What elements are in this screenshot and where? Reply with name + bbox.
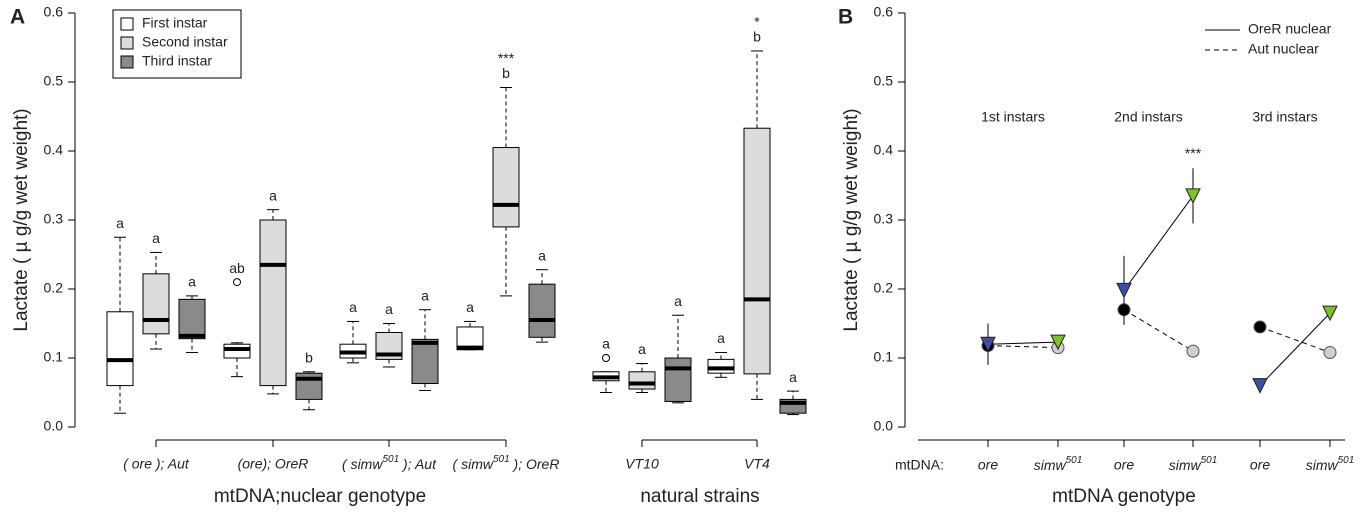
y-tick-label: 0.6 [44,4,64,20]
box [743,127,771,375]
y-tick-label: 0.4 [874,142,894,158]
significance-stars: *** [498,50,515,66]
box [223,343,251,359]
marker [1050,334,1066,351]
series-line [1123,309,1194,352]
significance-letter: a [188,274,196,290]
x-tick-label: simw501 [1034,455,1083,473]
panel-label: A [10,6,25,29]
box [664,357,692,402]
x-tick-label: ore [978,457,998,473]
significance-letter: a [152,230,160,246]
group-label: 2nd instars [1114,109,1182,125]
series-line [987,345,1059,349]
y-tick-label: 0.2 [44,280,64,296]
x-axis-label: mtDNA genotype [1052,486,1196,507]
x-axis-label: natural strains [640,486,759,507]
significance-letter: a [538,247,546,263]
marker [1116,282,1132,299]
box [178,298,206,340]
box [411,338,439,385]
outlier [233,278,241,287]
significance-letter: a [789,369,797,385]
significance-letter: a [269,187,277,203]
y-tick-label: 0.0 [44,418,64,434]
y-axis-label: Lactate ( µ g/g wet weight) [841,108,862,331]
significance-letter: b [305,350,313,366]
significance-letter: a [421,287,429,303]
box [142,273,170,335]
outlier [602,354,610,362]
significance-letter: a [116,215,124,231]
x-tick-label: simw501 [1169,455,1218,473]
significance-letter: ab [229,260,245,276]
y-tick-label: 0.0 [874,418,894,434]
legend-swatch [120,55,134,69]
x-tick-label: ( simw501 ); Aut [342,454,437,472]
y-tick-label: 0.6 [874,4,894,20]
y-tick-label: 0.1 [874,349,894,365]
series-line [1259,312,1331,386]
significance-letter: b [753,29,761,45]
y-tick-label: 0.5 [874,73,894,89]
significance-letter: a [717,330,725,346]
x-tick-label: VT4 [744,456,770,472]
box [259,219,287,387]
significance-letter: b [502,65,510,81]
marker [1322,305,1338,322]
group-label: 1st instars [981,109,1045,125]
significance-stars: * [754,14,760,30]
x-axis-label: mtDNA;nuclear genotype [214,486,426,507]
y-tick-label: 0.1 [44,349,64,365]
significance-letter: a [385,301,393,317]
x-tick-label: VT10 [625,456,659,472]
significance-letter: a [466,299,474,315]
panel-label: B [838,6,853,29]
group-label: 3rd instars [1252,109,1317,125]
marker [1323,345,1337,359]
marker [1185,188,1201,204]
legend-label: Third instar [142,53,212,69]
y-tick-label: 0.2 [874,280,894,296]
x-prefix: mtDNA: [895,457,944,473]
marker [1186,344,1200,358]
box [707,358,735,374]
series-line [1123,195,1194,291]
legend-label: Second instar [142,34,228,50]
legend-label: OreR nuclear [1248,21,1332,37]
marker [1253,320,1267,334]
y-tick-label: 0.3 [874,211,894,227]
significance-stars: *** [1185,145,1202,161]
series-line [1259,326,1331,353]
x-tick-label: simw501 [1306,455,1355,473]
x-tick-label: (ore); OreR [238,456,309,472]
significance-letter: a [602,336,610,352]
box [456,326,484,351]
box [628,371,656,390]
x-tick-label: ore [1250,457,1270,473]
significance-letter: a [674,293,682,309]
legend-label: First instar [142,15,208,31]
box [106,311,134,387]
box [492,147,520,228]
marker [1252,378,1268,394]
x-tick-label: ( simw501 ); OreR [453,454,560,472]
significance-letter: a [349,299,357,315]
marker [980,336,996,353]
y-tick-label: 0.4 [44,142,64,158]
box [528,283,556,338]
x-tick-label: ore [1114,457,1134,473]
y-tick-label: 0.5 [44,73,64,89]
series-line [987,341,1059,345]
y-axis-label: Lactate ( µ g/g wet weight) [11,108,32,331]
y-tick-label: 0.3 [44,211,64,227]
legend-swatch [120,36,134,50]
legend-box [112,9,242,79]
x-tick-label: ( ore ); Aut [123,456,190,472]
legend-label: Aut nuclear [1248,41,1319,57]
legend-swatch [120,17,134,31]
significance-letter: a [638,341,646,357]
